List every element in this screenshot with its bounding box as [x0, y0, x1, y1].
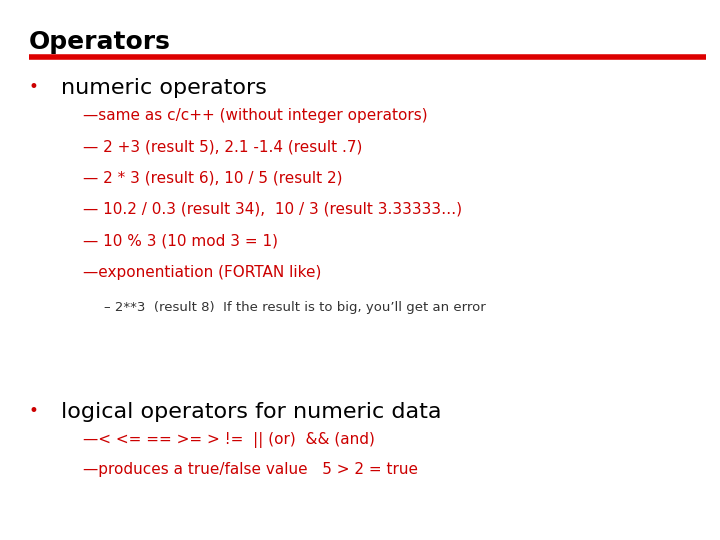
Text: numeric operators: numeric operators: [61, 78, 267, 98]
Text: — 2 +3 (result 5), 2.1 -1.4 (result .7): — 2 +3 (result 5), 2.1 -1.4 (result .7): [83, 139, 362, 154]
Text: —< <= == >= > !=  || (or)  && (and): —< <= == >= > != || (or) && (and): [83, 432, 374, 448]
Text: logical operators for numeric data: logical operators for numeric data: [61, 402, 441, 422]
Text: —produces a true/false value   5 > 2 = true: —produces a true/false value 5 > 2 = tru…: [83, 462, 418, 477]
Text: Operators: Operators: [29, 30, 171, 53]
Text: — 10.2 / 0.3 (result 34),  10 / 3 (result 3.33333…): — 10.2 / 0.3 (result 34), 10 / 3 (result…: [83, 202, 462, 217]
Text: •: •: [29, 402, 39, 420]
Text: — 2 * 3 (result 6), 10 / 5 (result 2): — 2 * 3 (result 6), 10 / 5 (result 2): [83, 171, 342, 186]
Text: – 2**3  (result 8)  If the result is to big, you’ll get an error: – 2**3 (result 8) If the result is to bi…: [104, 301, 486, 314]
Text: —exponentiation (FORTAN like): —exponentiation (FORTAN like): [83, 265, 321, 280]
Text: •: •: [29, 78, 39, 96]
Text: — 10 % 3 (10 mod 3 = 1): — 10 % 3 (10 mod 3 = 1): [83, 233, 278, 248]
Text: —same as c/c++ (without integer operators): —same as c/c++ (without integer operator…: [83, 108, 428, 123]
